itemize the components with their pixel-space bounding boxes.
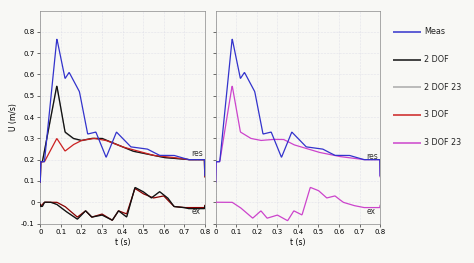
Text: res: res xyxy=(367,151,378,161)
Text: 2 DOF: 2 DOF xyxy=(424,55,448,64)
Text: ex: ex xyxy=(367,207,376,216)
Text: 3 DOF 23: 3 DOF 23 xyxy=(424,138,461,147)
X-axis label: t (s): t (s) xyxy=(290,238,306,247)
Y-axis label: U (m/s): U (m/s) xyxy=(9,103,18,131)
X-axis label: t (s): t (s) xyxy=(115,238,130,247)
Text: 2 DOF 23: 2 DOF 23 xyxy=(424,83,461,92)
Text: 3 DOF: 3 DOF xyxy=(424,110,448,119)
Text: Meas: Meas xyxy=(424,27,445,36)
Text: ex: ex xyxy=(191,207,201,216)
Text: res: res xyxy=(191,149,203,158)
